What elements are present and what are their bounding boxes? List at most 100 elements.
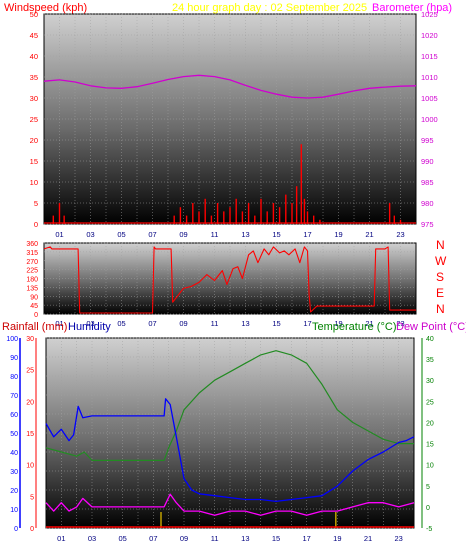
humidity-tick-label: 20 xyxy=(10,488,18,495)
temperature-tick-label: 15 xyxy=(426,442,434,449)
x-tick-label: 07 xyxy=(148,319,156,328)
windspeed-tick-label: 35 xyxy=(30,73,38,82)
barometer-tick-label: 985 xyxy=(421,178,434,187)
barometer-tick-label: 1015 xyxy=(421,52,438,61)
x-tick-label: 09 xyxy=(180,534,188,543)
x-tick-label: 05 xyxy=(117,319,125,328)
x-tick-label: 19 xyxy=(334,230,342,239)
humidity-tick-label: 40 xyxy=(10,450,18,457)
x-tick-label: 09 xyxy=(179,319,187,328)
humidity-axis-label: Humidity xyxy=(68,321,111,333)
barometer-tick-label: 990 xyxy=(421,157,434,166)
barometer-tick-label: 1000 xyxy=(421,115,438,124)
humidity-tick-label: 30 xyxy=(10,469,18,476)
rainfall-tick-label: 0 xyxy=(30,526,34,533)
x-tick-label: 21 xyxy=(364,534,372,543)
rainfall-tick-label: 15 xyxy=(26,431,34,438)
dewpoint-line xyxy=(45,493,415,516)
x-tick-label: 07 xyxy=(148,230,156,239)
rainfall-tick-label: 10 xyxy=(26,463,34,470)
x-tick-label: 09 xyxy=(179,230,187,239)
humidity-tick-label: 10 xyxy=(10,507,18,514)
humidity-line xyxy=(45,398,415,503)
x-tick-label: 01 xyxy=(55,319,63,328)
barometer-tick-label: 995 xyxy=(421,136,434,145)
temperature-tick-label: 30 xyxy=(426,378,434,385)
x-tick-label: 01 xyxy=(57,534,65,543)
windspeed-tick-label: 10 xyxy=(30,178,38,187)
x-tick-label: 03 xyxy=(88,534,96,543)
x-tick-label: 15 xyxy=(272,230,280,239)
x-tick-label: 23 xyxy=(396,230,404,239)
temperature-tick-label: 5 xyxy=(426,484,430,491)
x-tick-label: 11 xyxy=(211,534,219,543)
x-tick-label: 23 xyxy=(396,319,404,328)
x-tick-label: 17 xyxy=(302,534,310,543)
wind-direction-line xyxy=(43,246,416,314)
barometer-tick-label: 975 xyxy=(421,220,434,229)
temperature-tick-label: 40 xyxy=(426,336,434,343)
barometer-tick-label: 980 xyxy=(421,199,434,208)
x-tick-label: 05 xyxy=(118,534,126,543)
windspeed-tick-label: 30 xyxy=(30,94,38,103)
rainfall-axis-label: Rainfall (mm) xyxy=(2,321,67,333)
windspeed-axis-label: Windspeed (kph) xyxy=(4,2,87,14)
x-tick-label: 05 xyxy=(117,230,125,239)
rainfall-tick-label: 5 xyxy=(30,494,34,501)
direction-tick-label: 180 xyxy=(26,277,38,284)
direction-tick-label: 90 xyxy=(30,294,38,301)
rainfall-tick-label: 25 xyxy=(26,368,34,375)
temperature-tick-label: 0 xyxy=(426,505,430,512)
x-tick-label: 11 xyxy=(211,230,219,239)
windspeed-tick-label: 40 xyxy=(30,52,38,61)
x-tick-label: 17 xyxy=(303,319,311,328)
direction-tick-label: 225 xyxy=(26,268,38,275)
x-tick-label: 21 xyxy=(365,230,373,239)
direction-label-w: W xyxy=(435,254,447,268)
humidity-tick-label: 60 xyxy=(10,412,18,419)
windspeed-tick-label: 5 xyxy=(34,199,38,208)
barometer-tick-label: 1020 xyxy=(421,31,438,40)
rainfall-tick-label: 20 xyxy=(26,399,34,406)
windspeed-tick-label: 15 xyxy=(30,157,38,166)
x-tick-label: 13 xyxy=(241,230,249,239)
humidity-tick-label: 70 xyxy=(10,393,18,400)
direction-label-n-top: N xyxy=(436,238,445,252)
windspeed-tick-label: 25 xyxy=(30,115,38,124)
x-tick-label: 03 xyxy=(86,230,94,239)
temperature-axis-label: Temperature (°C) xyxy=(312,321,396,333)
graph-title: 24 hour graph day : 02 September 2025 xyxy=(172,2,367,14)
humidity-tick-label: 50 xyxy=(10,431,18,438)
barometer-axis-label: Barometer (hpa) xyxy=(372,2,452,14)
humidity-tick-label: 80 xyxy=(10,374,18,381)
direction-label-e: E xyxy=(436,286,444,300)
x-tick-label: 13 xyxy=(241,319,249,328)
direction-tick-label: 360 xyxy=(26,241,38,248)
windspeed-tick-label: 45 xyxy=(30,31,38,40)
temperature-line xyxy=(45,350,414,461)
x-tick-label: 21 xyxy=(365,319,373,328)
x-tick-label: 15 xyxy=(272,534,280,543)
x-tick-label: 01 xyxy=(55,230,63,239)
direction-label-n-bottom: N xyxy=(436,302,445,316)
barometer-tick-label: 1025 xyxy=(421,10,438,19)
direction-tick-label: 270 xyxy=(26,259,38,266)
windspeed-tick-label: 20 xyxy=(30,136,38,145)
x-tick-label: 03 xyxy=(86,319,94,328)
temperature-tick-label: 25 xyxy=(426,399,434,406)
barometer-line xyxy=(43,74,417,99)
x-tick-label: 13 xyxy=(241,534,249,543)
barometer-tick-label: 1005 xyxy=(421,94,438,103)
barometer-tick-label: 1010 xyxy=(421,73,438,82)
humidity-tick-label: 0 xyxy=(14,526,18,533)
windspeed-tick-label: 0 xyxy=(34,220,38,229)
x-tick-label: 19 xyxy=(333,534,341,543)
direction-tick-label: 45 xyxy=(30,303,38,310)
rainfall-tick-label: 30 xyxy=(26,336,34,343)
x-tick-label: 15 xyxy=(272,319,280,328)
humidity-tick-label: 90 xyxy=(10,355,18,362)
direction-tick-label: 315 xyxy=(26,250,38,257)
dewpoint-axis-label: Dew Point (°C) xyxy=(396,321,466,333)
